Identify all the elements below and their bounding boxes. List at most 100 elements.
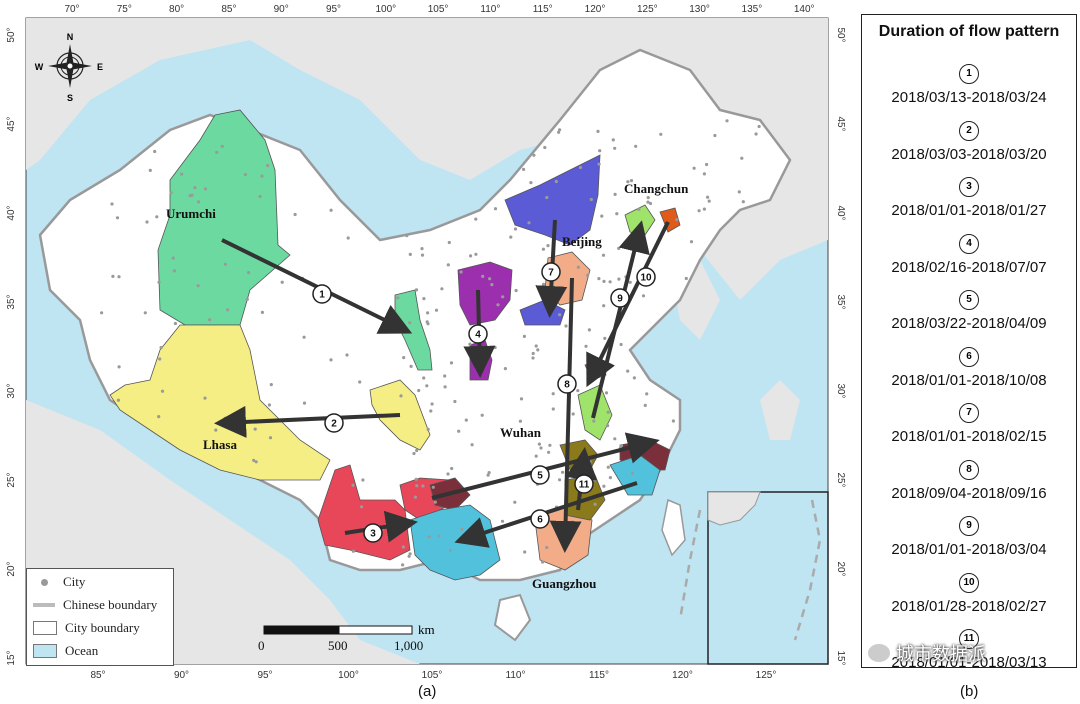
city-dot (117, 275, 121, 279)
flow-number-text: 11 (579, 480, 590, 491)
flow-number-text: 9 (617, 294, 623, 305)
city-label-urumchi: Urumchi (166, 206, 216, 221)
city-dot (443, 385, 447, 389)
city-dot (629, 179, 634, 183)
city-dot (245, 297, 249, 301)
city-dot (702, 207, 707, 211)
city-dot (611, 138, 615, 142)
city-dot (427, 535, 431, 539)
city-dot (302, 401, 307, 405)
flow-number-circles: 1 2 3 4 5 6 7 8 9 10 11 (312, 262, 656, 543)
city-dot (115, 216, 120, 220)
city-dot (602, 279, 606, 283)
legend: City Chinese boundary City boundary Ocea… (26, 568, 174, 666)
inset-boundary (793, 499, 822, 641)
city-dot (100, 311, 104, 315)
duration-item-range: 2018/03/13-2018/03/24 (891, 89, 1047, 106)
inset-land (707, 491, 761, 526)
svg-text:E: E (97, 62, 103, 72)
city-dot (617, 246, 621, 250)
flow-arrow-6 (454, 481, 638, 548)
city-dot (551, 407, 555, 411)
city-dot (554, 179, 558, 184)
flow-arrows (214, 219, 670, 553)
city-boundary-box-icon (33, 621, 57, 635)
right-tick-label: 35° (835, 294, 846, 309)
city-label-wuhan: Wuhan (500, 425, 542, 440)
city-dot (420, 253, 425, 257)
city-dot (588, 361, 593, 365)
city-dot (402, 356, 406, 360)
city-dot (468, 342, 472, 346)
right-tick-label: 20° (835, 561, 846, 576)
flow-number-text: 8 (564, 380, 570, 391)
compass-rose-icon: N S E W (35, 32, 103, 103)
city-dot (226, 308, 230, 312)
duration-panel: Duration of flow pattern 1 2018/03/13-201… (861, 14, 1077, 671)
scale-label-500: 500 (328, 638, 348, 653)
city-dot (440, 287, 444, 291)
flow-number-circle: 9 (610, 288, 630, 308)
flow-arrow-1 (221, 238, 413, 334)
city-dot (408, 321, 412, 325)
city-dot (602, 484, 606, 488)
city-dot (606, 424, 610, 428)
top-tick-label: 105° (428, 4, 449, 15)
city-dot (551, 392, 555, 396)
flow-number-text: 4 (475, 330, 481, 341)
city-dot (159, 346, 163, 350)
city-dot (593, 502, 597, 506)
svg-text:N: N (67, 32, 74, 42)
city-dot (460, 527, 464, 531)
legend-item-chinese-boundary: Chinese boundary (33, 596, 157, 614)
city-dot (470, 443, 474, 447)
city-dot (584, 344, 588, 348)
city-dot (351, 549, 355, 553)
city-dot (203, 396, 207, 400)
bottom-tick-label: 90° (174, 670, 189, 681)
city-dot (536, 348, 540, 352)
bottom-tick-label: 105° (422, 670, 443, 681)
city-dot (615, 212, 619, 216)
city-dot (433, 500, 437, 504)
top-tick-label: 75° (117, 4, 132, 15)
city-dot (643, 403, 647, 407)
scale-bar (263, 625, 413, 635)
top-tick-label: 125° (637, 4, 658, 15)
city-dot (592, 419, 596, 423)
bottom-tick-label: 95° (257, 670, 272, 681)
city-dot (596, 129, 600, 133)
city-dot (399, 394, 403, 398)
city-dot (422, 376, 426, 380)
legend-item-city-boundary: City boundary (33, 619, 140, 637)
city-dot (604, 391, 609, 395)
city-dot (408, 552, 412, 556)
city-dot (637, 207, 641, 211)
city-dot (522, 167, 526, 171)
duration-item-number: 10 (959, 572, 979, 593)
right-tick-label: 50° (835, 27, 846, 42)
city-dot (329, 208, 333, 212)
hainan (493, 593, 532, 642)
city-dot (420, 247, 424, 251)
city-dot (243, 173, 247, 177)
flow-number-circle: 7 (541, 262, 561, 282)
boundary-line-icon (33, 603, 55, 607)
right-tick-label: 25° (835, 472, 846, 487)
duration-item: 11 2018/01/01-2018/03/13 (862, 628, 1076, 671)
city-dot (409, 364, 413, 368)
city-dot (267, 403, 271, 407)
city-dot (675, 218, 679, 222)
city-dot (606, 410, 610, 414)
city-dot (617, 277, 621, 281)
city-dot (493, 345, 497, 350)
city-dot (602, 304, 606, 308)
city-dot (412, 451, 416, 456)
city-dot (539, 446, 543, 450)
city-dot (143, 311, 147, 315)
duration-item-range: 2018/01/01-2018/03/13 (891, 654, 1047, 671)
panel-label-a: (a) (418, 683, 437, 700)
scale-labels: 0 500 1,000 (258, 638, 423, 654)
duration-item-range: 2018/01/01-2018/02/15 (891, 428, 1047, 445)
right-tick-label: 15° (835, 650, 846, 665)
